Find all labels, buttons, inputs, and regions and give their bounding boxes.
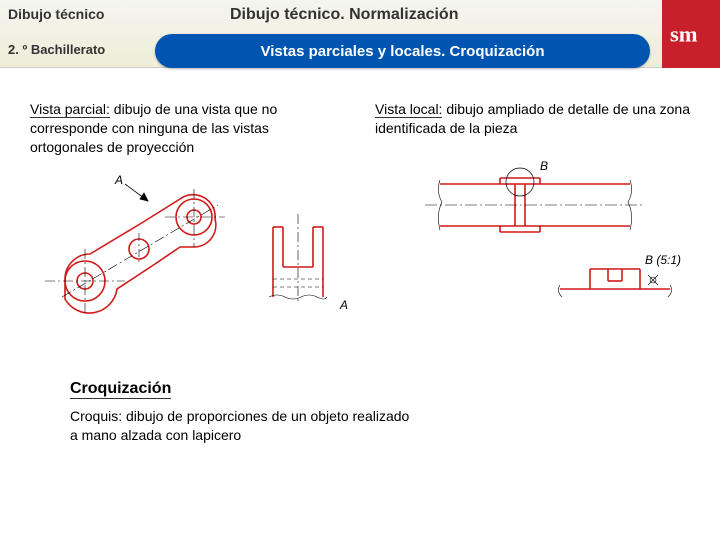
topic-pill: Vistas parciales y locales. Croquización (155, 34, 650, 68)
label-b-scale: B (5:1) (645, 253, 681, 267)
subject-label: Dibujo técnico (8, 6, 104, 22)
croquizacion-text: Croquis: dibujo de proporciones de un ob… (70, 407, 410, 445)
header: Dibujo técnico 2. º Bachillerato Dibujo … (0, 0, 720, 68)
croquizacion-heading: Croquización (70, 380, 171, 399)
sm-logo: sm (662, 0, 720, 68)
label-b: B (540, 159, 548, 173)
vista-parcial-aux-figure: A (255, 209, 365, 339)
level-label: 2. º Bachillerato (8, 42, 105, 57)
content-area: Vista parcial: dibujo de una vista que n… (0, 80, 720, 540)
svg-text:sm: sm (670, 22, 698, 47)
vista-local-term: Vista local: (375, 101, 442, 118)
vista-parcial-term: Vista parcial: (30, 101, 110, 118)
vista-parcial-main-figure: A (20, 169, 260, 349)
label-a-aux: A (339, 298, 348, 312)
label-a-arrow: A (114, 173, 123, 187)
vista-parcial-text: Vista parcial: dibujo de una vista que n… (30, 100, 345, 157)
vista-local-text: Vista local: dibujo ampliado de detalle … (375, 100, 690, 157)
sm-logo-icon: sm (667, 19, 715, 49)
vista-local-figure: B (400, 154, 700, 354)
page-title: Dibujo técnico. Normalización (230, 6, 458, 24)
figures-row: A A (30, 169, 690, 349)
croquizacion-block: Croquización Croquis: dibujo de proporci… (70, 380, 410, 445)
